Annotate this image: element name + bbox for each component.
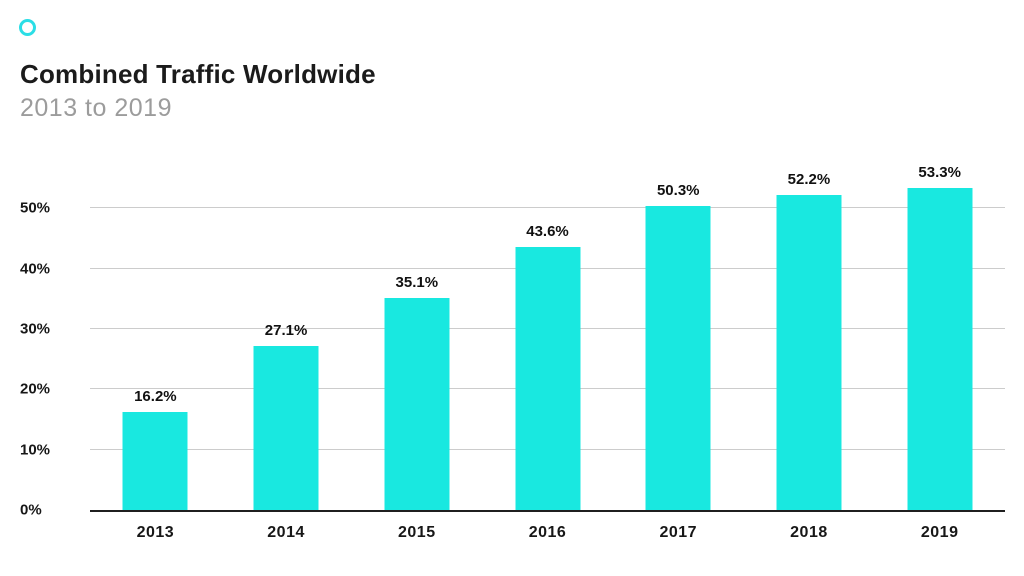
y-axis-tick-label: 30% — [20, 320, 51, 338]
y-axis: 50% 40% 30% 20% 10% 0% — [20, 166, 80, 518]
bar-slot: 50.3% — [613, 166, 744, 510]
x-axis-label: 2019 — [920, 524, 959, 541]
chart-bar — [515, 246, 581, 510]
bar-slot: 52.2% — [744, 166, 875, 510]
bar-slot: 53.3% — [874, 164, 1005, 510]
bar-slot: 43.6% — [482, 166, 613, 510]
bar-value-label: 16.2% — [134, 388, 177, 406]
bar-value-label: 52.2% — [787, 170, 831, 188]
x-axis-label: 2013 — [136, 524, 175, 541]
bar-slot: 16.2% — [90, 166, 221, 510]
x-axis-label: 2015 — [398, 524, 436, 541]
bar-value-label: 50.3% — [656, 182, 700, 200]
plot-area: 16.2% 27.1% 35.1% 43.6% 50.3% 52.2% 53.3% — [90, 164, 1005, 512]
page-title: Combined Traffic Worldwide — [20, 59, 376, 89]
x-axis-label: 2018 — [790, 524, 828, 541]
bar-value-label: 35.1% — [395, 274, 439, 292]
gridline — [90, 207, 1005, 209]
chart-bar — [776, 194, 842, 510]
bar-value-label: 43.6% — [526, 222, 569, 240]
y-axis-tick-label: 20% — [20, 380, 51, 398]
y-axis-tick-label: 50% — [20, 199, 51, 217]
chart-header: Combined Traffic Worldwide 2013 to 2019 — [20, 60, 376, 122]
bar-value-label: 27.1% — [264, 322, 308, 340]
page-subtitle: 2013 to 2019 — [20, 93, 172, 122]
chart-bar — [645, 206, 711, 510]
x-axis-label: 2014 — [267, 524, 305, 541]
y-axis-tick-label: 10% — [20, 441, 51, 459]
chart-bar — [907, 188, 973, 510]
bar-series: 16.2% 27.1% 35.1% 43.6% 50.3% 52.2% 53.3% — [90, 164, 1005, 510]
x-axis: 2013 2014 2015 2016 2017 2018 2019 — [90, 524, 1005, 542]
y-axis-tick-label: 40% — [20, 260, 51, 278]
bar-value-label: 53.3% — [918, 164, 961, 182]
bar-slot: 27.1% — [221, 166, 352, 510]
y-axis-tick-label: 0% — [20, 501, 42, 519]
x-axis-label: 2016 — [528, 524, 567, 541]
circle-outline-icon — [19, 19, 36, 36]
chart-bar — [384, 298, 450, 510]
chart-bar — [253, 346, 319, 510]
bar-slot: 35.1% — [351, 166, 482, 510]
x-axis-label: 2017 — [659, 524, 698, 541]
chart-bar — [122, 412, 188, 510]
